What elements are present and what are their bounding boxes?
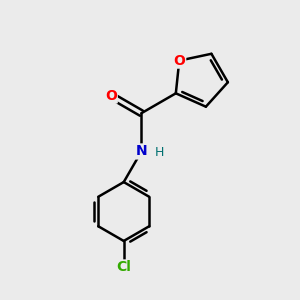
Text: O: O [105,88,117,103]
Text: Cl: Cl [116,260,131,274]
Text: H: H [154,146,164,159]
Text: N: N [136,145,147,158]
Text: O: O [173,54,185,68]
